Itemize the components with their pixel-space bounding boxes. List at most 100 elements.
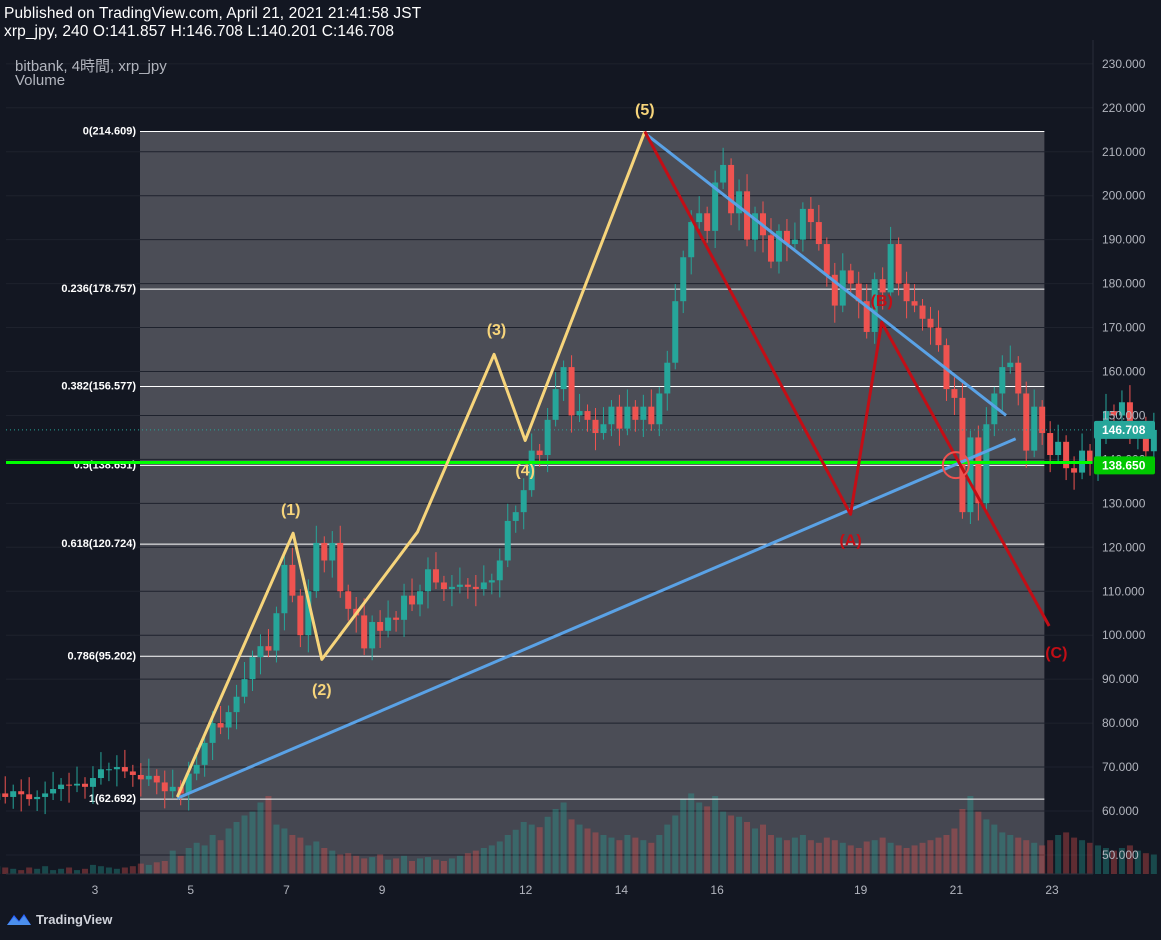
y-tick-label: 210.000	[1102, 145, 1146, 159]
y-tick-label: 80.000	[1102, 716, 1139, 730]
candle-body	[584, 411, 591, 420]
volume-bar	[568, 819, 575, 874]
candle-body	[1039, 406, 1046, 434]
candle-body	[767, 235, 774, 262]
volume-bar	[169, 850, 176, 874]
volume-bar	[18, 870, 25, 874]
volume-bar	[42, 866, 49, 874]
candle-body	[927, 318, 934, 328]
candle-body	[1071, 468, 1078, 473]
candle-body	[18, 791, 25, 795]
volume-bar	[1031, 842, 1038, 874]
candle-body	[161, 782, 168, 792]
candle-body	[696, 213, 703, 223]
candle-body	[951, 389, 958, 398]
candle-body	[42, 793, 49, 797]
y-tick-label: 220.000	[1102, 101, 1146, 115]
volume-bar	[1150, 854, 1157, 874]
volume-bar	[201, 845, 208, 874]
volume-bar	[89, 864, 96, 874]
candle-body	[1031, 406, 1038, 451]
candle-body	[50, 789, 57, 794]
volume-bar	[480, 848, 487, 874]
candle-body	[504, 520, 511, 561]
volume-bar	[145, 864, 152, 874]
candle-body	[704, 213, 711, 231]
volume-bar	[26, 867, 33, 874]
volume-bar	[536, 827, 543, 874]
candle-body	[464, 584, 471, 587]
volume-bar	[113, 868, 120, 874]
volume-bar	[608, 837, 615, 874]
price-marker	[1094, 420, 1155, 439]
volume-bar	[409, 861, 416, 874]
candle-body	[1023, 393, 1030, 451]
ohlc-info: xrp_jpy, 240 O:141.857 H:146.708 L:140.2…	[4, 23, 395, 40]
volume-bar	[744, 822, 751, 874]
volume-bar	[488, 845, 495, 874]
candle-body	[712, 182, 719, 231]
candle-body	[855, 283, 862, 302]
volume-bar	[999, 832, 1006, 874]
volume-bars	[0, 793, 1157, 874]
candle-body	[752, 213, 759, 240]
volume-bar	[807, 840, 814, 874]
volume-bar	[831, 840, 838, 874]
candle-body	[129, 771, 136, 775]
y-tick-label: 170.000	[1102, 321, 1146, 335]
trendline	[176, 437, 1017, 800]
fib-level-label: 0.786(95.202)	[68, 650, 137, 662]
candle-body	[536, 450, 543, 456]
candle-body	[329, 542, 336, 561]
candle-body	[895, 244, 902, 284]
candle-body	[121, 767, 128, 772]
candle-body	[783, 230, 790, 245]
candle-body	[680, 257, 687, 302]
tradingview-logo[interactable]: TradingView	[6, 911, 112, 927]
candle-body	[640, 406, 647, 420]
volume-bar	[815, 842, 822, 874]
candle-body	[919, 305, 926, 319]
volume-bar	[927, 840, 934, 874]
volume-bar	[959, 809, 966, 874]
y-tick-label: 130.000	[1102, 496, 1146, 510]
volume-bar	[783, 840, 790, 874]
wave-label: (4)	[515, 462, 535, 479]
tradingview-logo-text: TradingView	[36, 911, 113, 927]
candle-body	[520, 490, 527, 513]
candle-body	[544, 419, 551, 456]
volume-bar	[153, 862, 160, 874]
candle-body	[432, 569, 439, 583]
fibonacci-zone	[140, 131, 1045, 874]
volume-bar	[1095, 845, 1102, 874]
candle-body	[999, 367, 1006, 394]
y-tick-label: 180.000	[1102, 277, 1146, 291]
y-tick-label: 200.000	[1102, 189, 1146, 203]
volume-bar	[249, 811, 256, 874]
volume-bar	[401, 855, 408, 874]
published-info: Published on TradingView.com, April 21, …	[4, 5, 422, 22]
volume-bar	[417, 858, 424, 874]
volume-bar	[672, 815, 679, 874]
volume-bar	[1110, 850, 1117, 874]
volume-bar	[377, 854, 384, 874]
candle-body	[233, 696, 240, 713]
volume-bar	[520, 822, 527, 874]
volume-bar	[185, 848, 192, 874]
candle-body	[871, 279, 878, 332]
candle-body	[903, 283, 910, 302]
candle-body	[672, 301, 679, 363]
volume-bar	[823, 837, 830, 874]
volume-label: Volume	[15, 72, 66, 89]
volume-bar	[1102, 848, 1109, 874]
candle-body	[528, 450, 535, 491]
y-tick-label: 120.000	[1102, 540, 1146, 554]
candle-body	[799, 208, 806, 240]
volume-bar	[1047, 840, 1054, 874]
candle-body	[89, 778, 96, 787]
x-tick-label: 7	[283, 883, 290, 897]
candle-body	[345, 591, 352, 609]
candle-body	[1095, 437, 1102, 464]
candle-body	[720, 164, 727, 183]
